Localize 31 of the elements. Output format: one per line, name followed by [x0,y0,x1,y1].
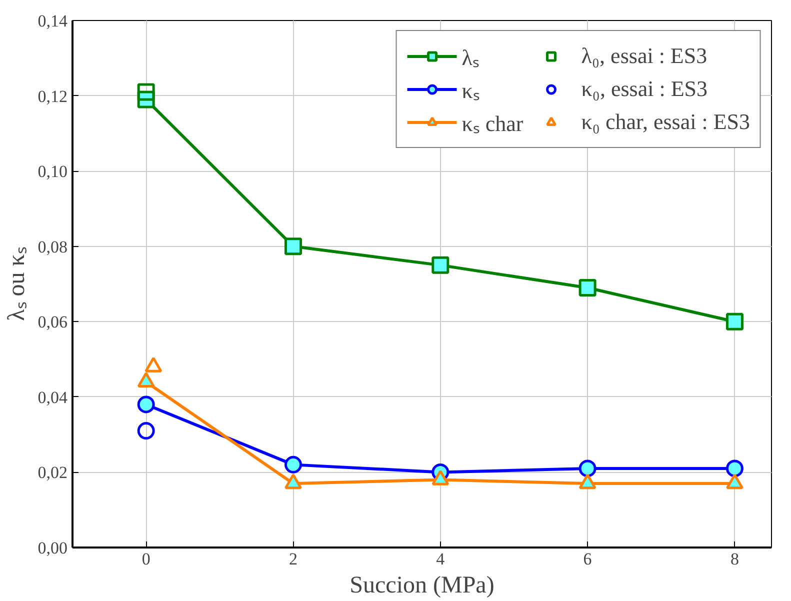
point [284,238,302,256]
point [578,279,596,297]
point [432,256,450,274]
legend-label: κₛ [462,77,481,104]
y-axis-title: λₛ ou κₛ [4,247,30,321]
legend-label: λₛ [462,44,480,71]
legend-label: κₛ char [462,110,524,137]
point [137,422,155,440]
point [284,456,302,474]
point [726,312,744,330]
legend-label: κ₀, essai : ES3 [581,76,708,102]
point [726,460,744,478]
x-tick-label: 4 [436,550,446,568]
y-tick-label: 0,14 [38,12,68,30]
y-tick-label: 0,04 [38,388,68,407]
y-tick-label: 0,08 [38,237,68,256]
x-axis-title: Succion (MPa) [350,572,494,598]
y-tick-label: 0,10 [38,162,68,182]
legend-label: κ₀ char, essai : ES3 [581,109,750,135]
y-tick-label: 0,12 [38,86,68,106]
y-tick-label: 0,00 [38,538,68,558]
y-tick-label: 0,06 [38,312,68,332]
x-tick-label: 2 [288,550,298,568]
x-tick-label: 8 [730,550,739,568]
x-tick-label: 0 [142,550,150,568]
y-tick-label: 0,02 [38,463,68,482]
legend-label: λ₀, essai : ES3 [581,43,708,69]
point [137,83,155,101]
x-tick-label: 6 [583,550,592,568]
point [137,396,155,414]
point [578,460,596,478]
